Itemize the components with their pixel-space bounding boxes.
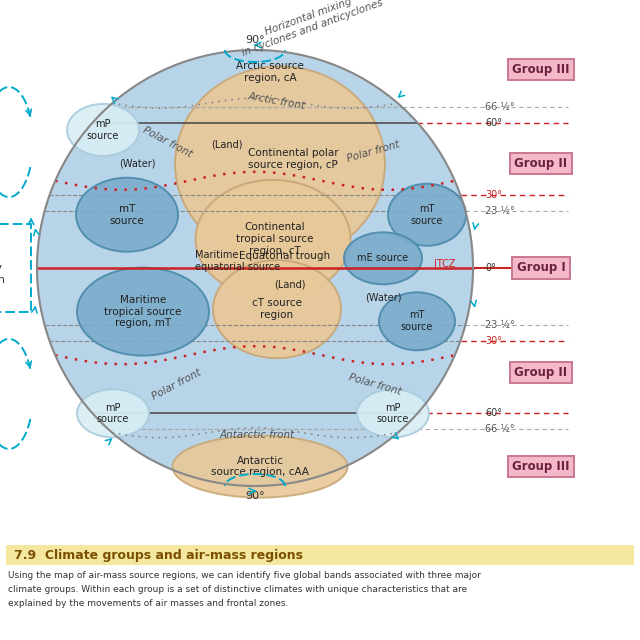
Text: 66 ½°: 66 ½° [485,424,515,434]
Text: Polar front: Polar front [348,372,403,397]
Text: Antarctic
source region, cAA: Antarctic source region, cAA [211,456,309,477]
Text: Horizontal mixing
in cyclones and anticyclones: Horizontal mixing in cyclones and anticy… [236,0,384,58]
Text: Arctic source
region, cA: Arctic source region, cA [236,61,304,83]
Text: Continental polar
source region, cP: Continental polar source region, cP [248,148,339,170]
Text: 23 ½°: 23 ½° [485,320,515,330]
Ellipse shape [173,436,348,498]
Text: Polar front: Polar front [346,140,401,164]
Text: Polar front: Polar front [150,367,204,401]
Ellipse shape [344,232,422,284]
Text: ITCZ: ITCZ [435,259,456,269]
Text: 7.9  Climate groups and air-mass regions: 7.9 Climate groups and air-mass regions [14,548,303,561]
Text: (Water): (Water) [119,159,156,169]
Text: 60°: 60° [485,118,502,127]
Text: Group III: Group III [512,63,570,76]
Ellipse shape [77,389,149,437]
Text: 23 ½°: 23 ½° [485,206,515,216]
Ellipse shape [213,260,341,358]
Text: Vertical
mixing by
convection: Vertical mixing by convection [0,252,6,285]
Text: mP
source: mP source [87,119,119,141]
Text: Group I: Group I [516,262,565,275]
Ellipse shape [357,389,429,437]
Ellipse shape [67,104,139,156]
Ellipse shape [379,292,455,350]
Text: cT source
region: cT source region [252,298,302,320]
FancyBboxPatch shape [6,545,634,565]
Text: (Land): (Land) [275,280,306,290]
Text: Group III: Group III [512,460,570,473]
Text: Equatorial trough: Equatorial trough [239,251,331,261]
Text: mP
source: mP source [97,403,129,424]
Text: climate groups. Within each group is a set of distinctive climates with unique c: climate groups. Within each group is a s… [8,585,467,594]
Text: 66 ½°: 66 ½° [485,102,515,112]
Text: Polar front: Polar front [141,125,193,159]
Circle shape [37,50,473,486]
Text: mT
source: mT source [411,204,443,225]
Text: 60°: 60° [485,408,502,419]
Ellipse shape [76,178,178,252]
Text: Group II: Group II [515,365,568,379]
Text: (Water): (Water) [365,292,401,302]
Text: mT
source: mT source [109,204,145,225]
Ellipse shape [388,184,466,246]
Text: mT
source: mT source [401,310,433,332]
Text: Maritime
tropical source
region, mT: Maritime tropical source region, mT [104,295,182,328]
Text: explained by the movements of air masses and frontal zones.: explained by the movements of air masses… [8,599,289,608]
Text: 90°: 90° [245,491,265,501]
Text: Antarctic front: Antarctic front [220,430,294,440]
Ellipse shape [195,180,351,298]
Text: Maritime
equatorial source: Maritime equatorial source [195,250,280,271]
Text: 90°: 90° [245,35,265,45]
Text: 30°: 30° [485,190,502,200]
Text: 30°: 30° [485,335,502,346]
Ellipse shape [175,67,385,261]
Text: Arctic front: Arctic front [248,91,307,111]
Ellipse shape [77,268,209,356]
Text: 0°: 0° [485,263,496,273]
Text: Using the map of air-mass source regions, we can identify five global bands asso: Using the map of air-mass source regions… [8,571,481,580]
Text: Continental
tropical source
region, cT: Continental tropical source region, cT [236,222,314,255]
Text: mE source: mE source [357,253,408,263]
Text: (Land): (Land) [211,140,243,150]
Text: Group II: Group II [515,157,568,170]
Text: mP
source: mP source [377,403,409,424]
